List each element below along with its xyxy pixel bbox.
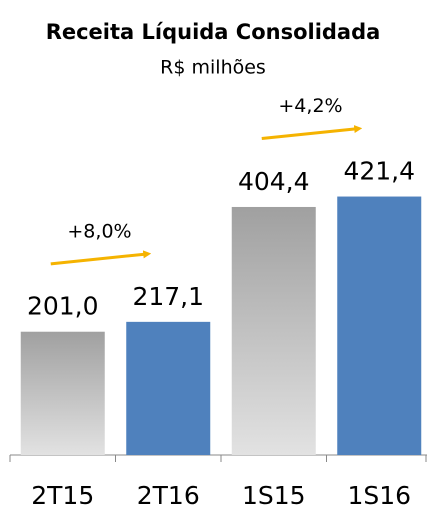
x-tick-label: 2T15: [31, 481, 94, 510]
bar: [20, 331, 105, 455]
x-tick-label: 2T16: [137, 481, 200, 510]
x-tick-label: 1S15: [242, 481, 306, 510]
growth-arrow: [261, 125, 363, 141]
growth-arrow: [50, 250, 152, 266]
growth-annotation: +4,2%: [278, 95, 342, 117]
data-label: 217,1: [132, 282, 204, 311]
bar: [231, 206, 316, 455]
bar: [126, 321, 211, 455]
growth-annotation: +8,0%: [67, 220, 131, 242]
chart-subtitle: R$ milhões: [160, 57, 266, 79]
data-label: 421,4: [343, 157, 415, 186]
x-tick-label: 1S16: [347, 481, 411, 510]
chart-title: Receita Líquida Consolidada: [46, 20, 381, 44]
data-label: 404,4: [238, 167, 310, 196]
data-label: 201,0: [27, 292, 99, 321]
bar: [337, 196, 422, 456]
